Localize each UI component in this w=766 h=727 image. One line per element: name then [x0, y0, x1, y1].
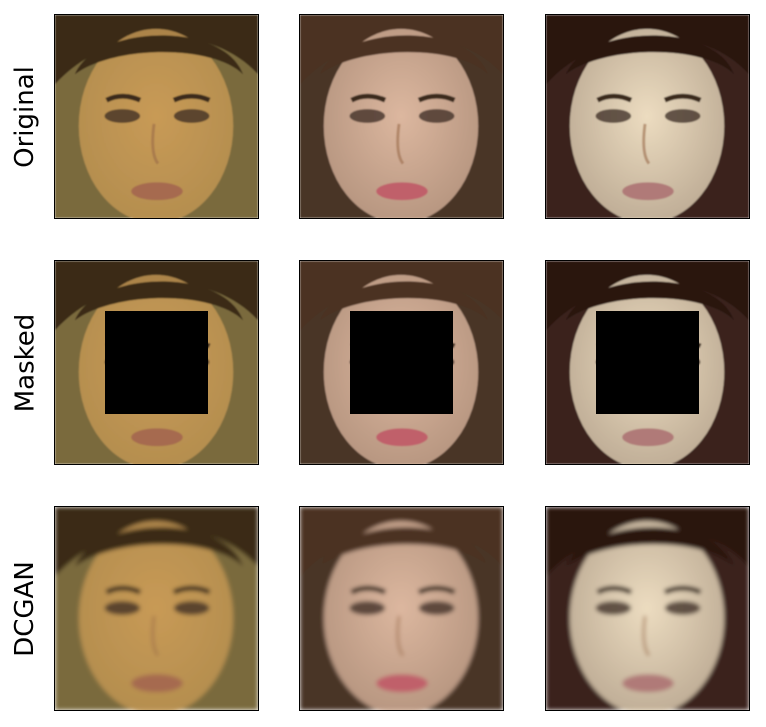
mask-square [596, 311, 699, 414]
row-label-masked: Masked [0, 260, 50, 465]
image-tile-original-2 [299, 14, 504, 219]
image-tile-masked-1 [54, 260, 259, 465]
image-tile-dcgan-2 [299, 506, 504, 711]
face-photo [546, 507, 749, 710]
image-tile-masked-2 [299, 260, 504, 465]
face-photo [546, 15, 749, 218]
image-tile-masked-3 [545, 260, 750, 465]
row-label-original: Original [0, 14, 50, 219]
image-tile-original-3 [545, 14, 750, 219]
image-tile-dcgan-3 [545, 506, 750, 711]
mask-square [350, 311, 453, 414]
face-photo [55, 15, 258, 218]
row-label-dcgan-text: DCGAN [10, 560, 40, 657]
mask-square [105, 311, 208, 414]
face-photo [300, 15, 503, 218]
row-label-dcgan: DCGAN [0, 506, 50, 711]
row-label-original-text: Original [10, 65, 40, 168]
face-photo [300, 507, 503, 710]
image-tile-dcgan-1 [54, 506, 259, 711]
row-label-masked-text: Masked [10, 313, 41, 412]
image-tile-original-1 [54, 14, 259, 219]
face-photo [55, 507, 258, 710]
